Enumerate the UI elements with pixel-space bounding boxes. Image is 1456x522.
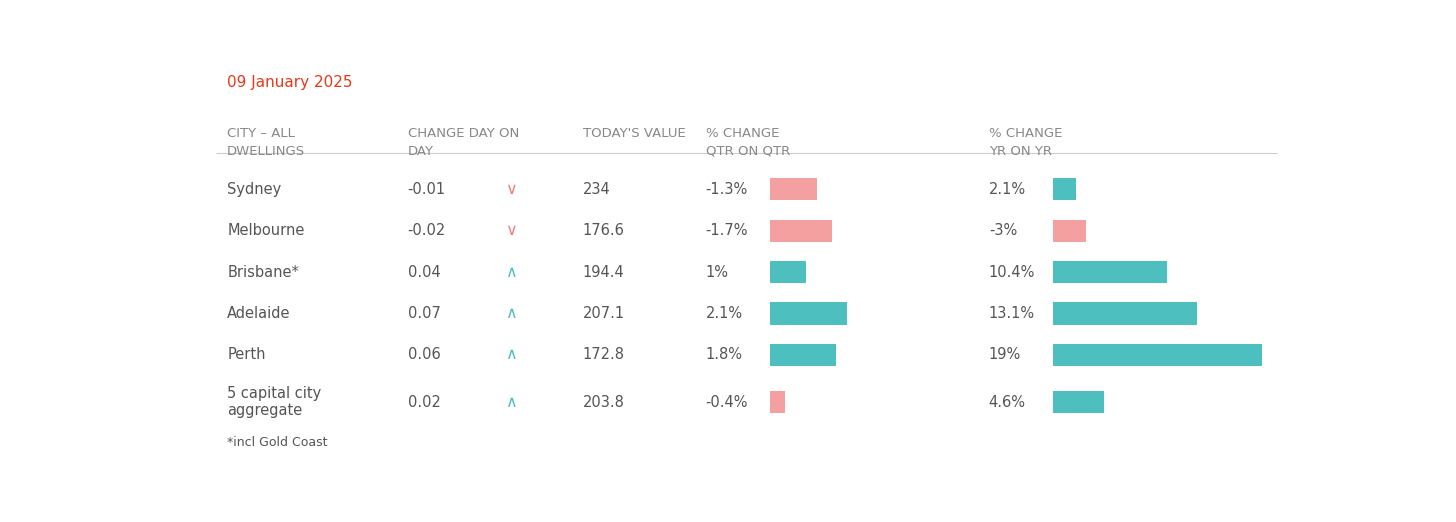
Text: TODAY'S VALUE: TODAY'S VALUE: [582, 127, 686, 140]
Text: ∨: ∨: [505, 223, 517, 238]
Text: *incl Gold Coast: *incl Gold Coast: [227, 435, 328, 448]
Text: 0.07: 0.07: [408, 306, 441, 321]
Text: -3%: -3%: [989, 223, 1018, 238]
Text: ∨: ∨: [505, 182, 517, 197]
Text: -0.01: -0.01: [408, 182, 446, 197]
Text: 19%: 19%: [989, 347, 1021, 362]
Text: -0.4%: -0.4%: [706, 395, 748, 410]
Bar: [1053, 220, 1086, 242]
Text: 172.8: 172.8: [582, 347, 625, 362]
Text: 1%: 1%: [706, 265, 728, 280]
Text: 09 January 2025: 09 January 2025: [227, 75, 352, 90]
Text: 0.06: 0.06: [408, 347, 440, 362]
Text: 2.1%: 2.1%: [706, 306, 743, 321]
Text: % CHANGE
QTR ON QTR: % CHANGE QTR ON QTR: [706, 127, 789, 158]
Text: Sydney: Sydney: [227, 182, 281, 197]
Text: CHANGE DAY ON
DAY: CHANGE DAY ON DAY: [408, 127, 518, 158]
Bar: [1053, 391, 1104, 413]
Text: 207.1: 207.1: [582, 306, 625, 321]
Text: ∧: ∧: [505, 347, 517, 362]
Text: Perth: Perth: [227, 347, 265, 362]
Text: 203.8: 203.8: [582, 395, 625, 410]
Text: -0.02: -0.02: [408, 223, 446, 238]
Text: Adelaide: Adelaide: [227, 306, 291, 321]
Text: Melbourne: Melbourne: [227, 223, 304, 238]
Text: -1.3%: -1.3%: [706, 182, 748, 197]
Text: % CHANGE
YR ON YR: % CHANGE YR ON YR: [989, 127, 1063, 158]
Bar: [770, 261, 807, 283]
Bar: [770, 302, 846, 325]
Bar: [770, 391, 785, 413]
Text: ∧: ∧: [505, 306, 517, 321]
Text: CITY – ALL
DWELLINGS: CITY – ALL DWELLINGS: [227, 127, 306, 158]
Text: ∧: ∧: [505, 395, 517, 410]
Text: ∧: ∧: [505, 265, 517, 280]
Text: 2.1%: 2.1%: [989, 182, 1026, 197]
Text: 13.1%: 13.1%: [989, 306, 1035, 321]
Text: 234: 234: [582, 182, 610, 197]
Text: 1.8%: 1.8%: [706, 347, 743, 362]
Text: 4.6%: 4.6%: [989, 395, 1026, 410]
Bar: [1053, 261, 1168, 283]
Text: 176.6: 176.6: [582, 223, 625, 238]
Text: 5 capital city
aggregate: 5 capital city aggregate: [227, 386, 322, 419]
Bar: [1053, 302, 1197, 325]
Text: 0.02: 0.02: [408, 395, 441, 410]
Bar: [770, 344, 836, 366]
Text: Brisbane*: Brisbane*: [227, 265, 298, 280]
Text: 194.4: 194.4: [582, 265, 625, 280]
Text: -1.7%: -1.7%: [706, 223, 748, 238]
Text: 10.4%: 10.4%: [989, 265, 1035, 280]
Text: 0.04: 0.04: [408, 265, 440, 280]
Bar: [1053, 344, 1262, 366]
Bar: [770, 178, 817, 200]
Bar: [1053, 178, 1076, 200]
Bar: [770, 220, 831, 242]
